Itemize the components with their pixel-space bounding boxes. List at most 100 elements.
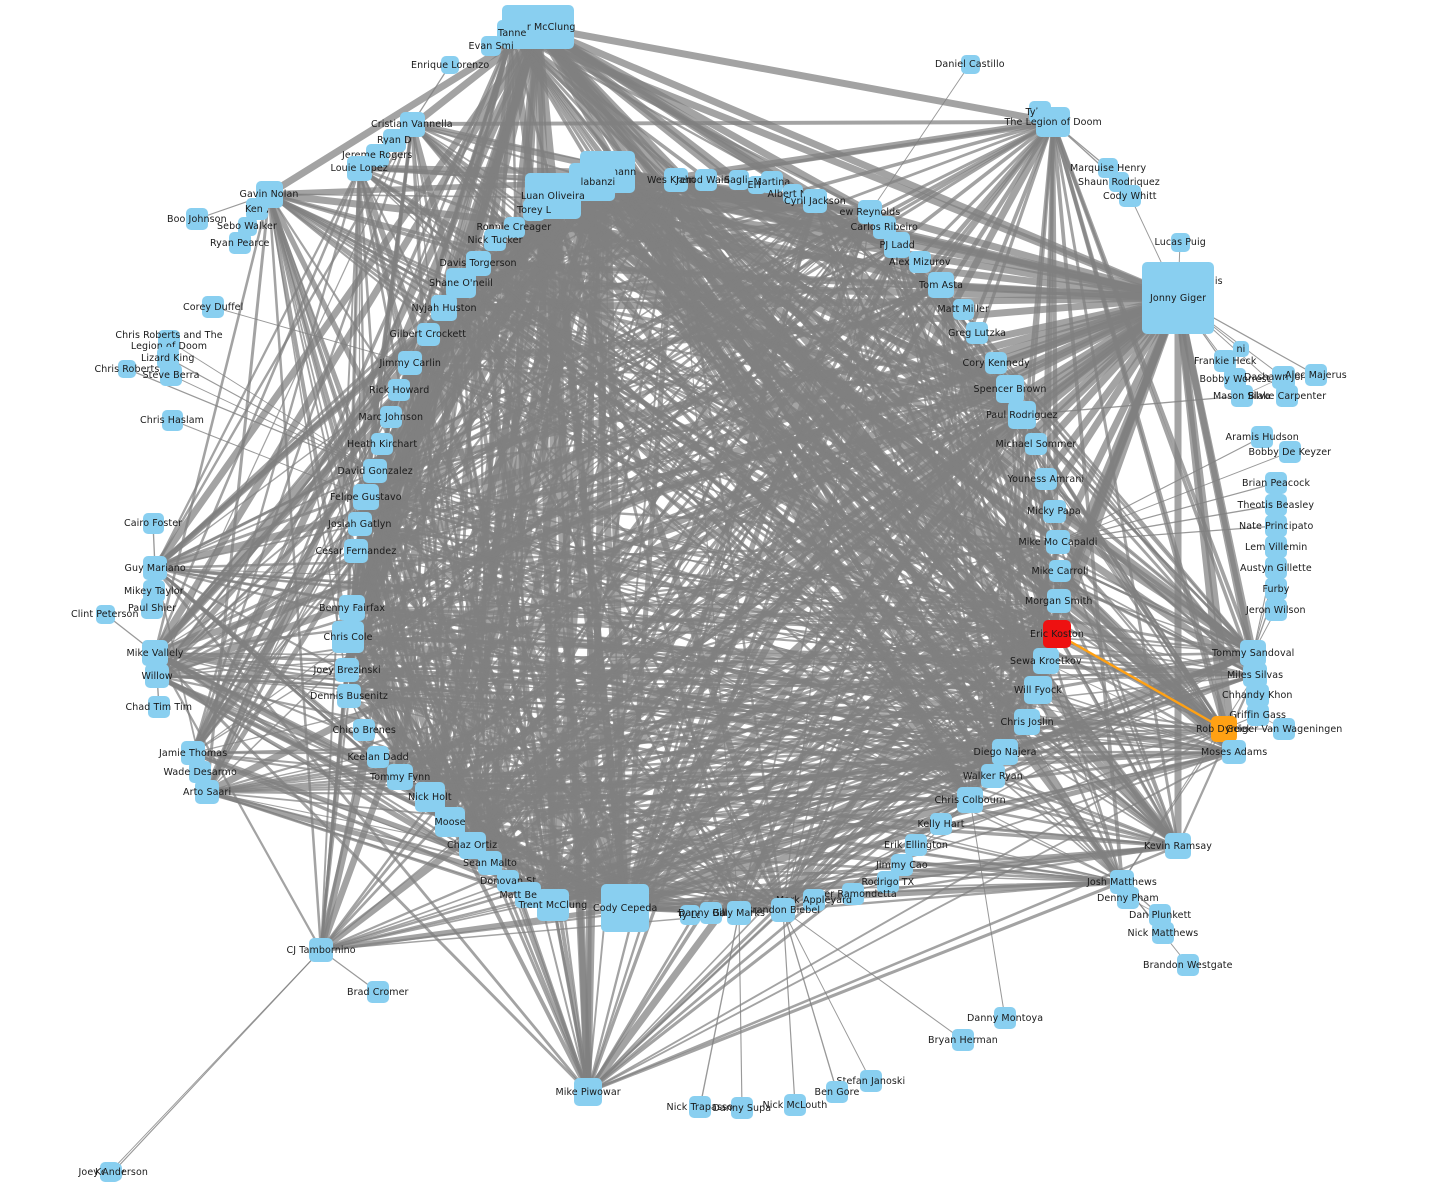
graph-node[interactable] bbox=[118, 360, 136, 378]
graph-node[interactable] bbox=[1117, 887, 1139, 909]
graph-node[interactable] bbox=[909, 251, 931, 273]
graph-node[interactable] bbox=[353, 484, 379, 510]
graph-node[interactable] bbox=[1214, 350, 1236, 372]
graph-node[interactable] bbox=[515, 882, 541, 908]
graph-node[interactable] bbox=[158, 330, 180, 352]
graph-node[interactable] bbox=[930, 813, 952, 835]
graph-node[interactable] bbox=[309, 938, 333, 962]
graph-node[interactable] bbox=[877, 871, 899, 893]
graph-node[interactable] bbox=[957, 787, 983, 813]
graph-node[interactable] bbox=[141, 597, 163, 619]
graph-node[interactable] bbox=[237, 216, 257, 236]
graph-node[interactable] bbox=[680, 905, 700, 925]
graph-node[interactable] bbox=[1279, 441, 1301, 463]
graph-node[interactable] bbox=[353, 719, 375, 741]
graph-node[interactable] bbox=[229, 232, 251, 254]
graph-node[interactable] bbox=[1231, 385, 1253, 407]
graph-node[interactable] bbox=[700, 902, 722, 924]
graph-node[interactable] bbox=[371, 433, 393, 455]
graph-node[interactable] bbox=[148, 696, 170, 718]
graph-node[interactable] bbox=[142, 640, 168, 666]
graph-node[interactable] bbox=[481, 36, 501, 56]
graph-node[interactable] bbox=[95, 604, 115, 624]
graph-node[interactable] bbox=[363, 459, 387, 483]
graph-node[interactable] bbox=[826, 1081, 848, 1103]
graph-node[interactable] bbox=[1036, 107, 1070, 137]
graph-node[interactable] bbox=[160, 364, 182, 386]
graph-node[interactable] bbox=[803, 889, 825, 911]
graph-node[interactable] bbox=[994, 1007, 1016, 1029]
graph-node[interactable] bbox=[664, 168, 688, 192]
graph-node[interactable] bbox=[1033, 648, 1059, 674]
graph-node[interactable] bbox=[1170, 232, 1190, 252]
graph-node[interactable] bbox=[905, 834, 927, 856]
graph-node[interactable] bbox=[1119, 185, 1141, 207]
graph-node[interactable] bbox=[143, 580, 165, 602]
graph-node[interactable] bbox=[689, 1096, 711, 1118]
graph-node[interactable] bbox=[727, 901, 751, 925]
graph-node[interactable] bbox=[497, 870, 519, 892]
graph-node[interactable] bbox=[601, 884, 649, 932]
graph-node[interactable] bbox=[1043, 620, 1071, 648]
graph-node[interactable] bbox=[1152, 922, 1174, 944]
graph-node[interactable] bbox=[783, 184, 803, 204]
graph-node[interactable] bbox=[446, 268, 476, 298]
graph-node[interactable] bbox=[1243, 663, 1267, 687]
graph-node[interactable] bbox=[346, 155, 372, 181]
graph-node[interactable] bbox=[104, 1163, 122, 1181]
graph-node[interactable] bbox=[1024, 676, 1052, 704]
graph-node[interactable] bbox=[337, 684, 361, 708]
graph-node[interactable] bbox=[195, 780, 219, 804]
graph-node[interactable] bbox=[387, 764, 413, 790]
graph-node[interactable] bbox=[335, 658, 359, 682]
graph-node[interactable] bbox=[1233, 341, 1249, 357]
graph-node[interactable] bbox=[388, 379, 410, 401]
graph-node[interactable] bbox=[367, 981, 389, 1003]
graph-node[interactable] bbox=[1265, 472, 1287, 494]
graph-node[interactable] bbox=[380, 406, 402, 428]
graph-node[interactable] bbox=[1305, 364, 1327, 386]
graph-node[interactable] bbox=[1265, 494, 1287, 516]
graph-node[interactable] bbox=[348, 512, 372, 536]
graph-node[interactable] bbox=[1177, 954, 1199, 976]
graph-node[interactable] bbox=[1211, 716, 1237, 742]
graph-node[interactable] bbox=[1240, 640, 1266, 666]
graph-node[interactable] bbox=[860, 1070, 882, 1092]
graph-node[interactable] bbox=[1142, 262, 1214, 334]
graph-node[interactable] bbox=[484, 229, 506, 251]
graph-node[interactable] bbox=[1265, 536, 1287, 558]
graph-node[interactable] bbox=[1042, 499, 1066, 523]
graph-node[interactable] bbox=[1035, 468, 1057, 490]
graph-node[interactable] bbox=[981, 764, 1005, 788]
graph-node[interactable] bbox=[143, 556, 167, 580]
graph-node[interactable] bbox=[202, 296, 224, 318]
graph-node[interactable] bbox=[891, 854, 913, 876]
graph-node[interactable] bbox=[441, 56, 459, 74]
graph-node[interactable] bbox=[1265, 557, 1287, 579]
graph-node[interactable] bbox=[966, 322, 988, 344]
graph-node[interactable] bbox=[1265, 599, 1287, 621]
graph-node[interactable] bbox=[1247, 704, 1269, 726]
graph-node[interactable] bbox=[574, 1078, 602, 1106]
graph-node[interactable] bbox=[1271, 365, 1295, 389]
graph-node[interactable] bbox=[784, 1094, 806, 1116]
graph-node[interactable] bbox=[1165, 833, 1191, 859]
graph-node[interactable] bbox=[1251, 426, 1273, 448]
graph-node[interactable] bbox=[952, 1029, 974, 1051]
graph-node[interactable] bbox=[189, 761, 211, 783]
graph-node[interactable] bbox=[416, 322, 440, 346]
graph-node[interactable] bbox=[497, 20, 527, 46]
graph-node[interactable] bbox=[996, 375, 1024, 403]
graph-node[interactable] bbox=[884, 232, 910, 258]
graph-node[interactable] bbox=[398, 351, 422, 375]
graph-node[interactable] bbox=[842, 883, 864, 905]
graph-node[interactable] bbox=[771, 898, 795, 922]
graph-node[interactable] bbox=[731, 1097, 753, 1119]
graph-node[interactable] bbox=[1265, 515, 1287, 537]
graph-node[interactable] bbox=[537, 889, 569, 921]
graph-node[interactable] bbox=[952, 298, 974, 320]
graph-node[interactable] bbox=[1049, 560, 1071, 582]
graph-node[interactable] bbox=[1047, 589, 1071, 613]
graph-node[interactable] bbox=[1046, 530, 1070, 554]
